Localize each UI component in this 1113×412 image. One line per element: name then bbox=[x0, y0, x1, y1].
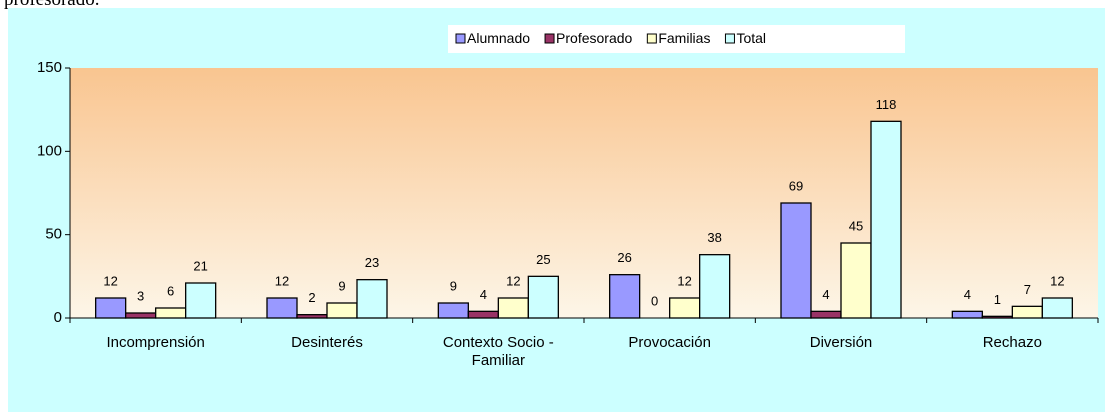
value-label: 0 bbox=[651, 293, 658, 308]
bar bbox=[810, 310, 842, 319]
value-label: 7 bbox=[1024, 282, 1031, 297]
x-tick-label: Desinterés bbox=[291, 334, 363, 351]
bar bbox=[1041, 297, 1073, 319]
value-label: 69 bbox=[789, 178, 803, 193]
value-label: 2 bbox=[308, 290, 315, 305]
y-tick-label: 150 bbox=[37, 59, 62, 76]
value-label: 26 bbox=[617, 250, 631, 265]
x-tick-label: Contexto Socio - Familiar bbox=[442, 334, 554, 369]
bar bbox=[185, 282, 217, 319]
bar bbox=[467, 310, 499, 319]
y-tick-label: 100 bbox=[37, 142, 62, 159]
bar bbox=[497, 297, 529, 319]
value-label: 9 bbox=[450, 278, 457, 293]
bar bbox=[326, 302, 358, 319]
value-label: 23 bbox=[365, 255, 379, 270]
bar bbox=[669, 297, 701, 319]
y-tick-label: 0 bbox=[54, 309, 62, 326]
value-label: 38 bbox=[707, 230, 721, 245]
legend-label: Alumnado bbox=[467, 30, 530, 46]
x-tick-label: Incomprensión bbox=[106, 334, 205, 351]
bar bbox=[437, 302, 469, 319]
legend-swatch bbox=[724, 33, 735, 44]
value-label: 4 bbox=[822, 287, 829, 302]
legend-swatch bbox=[455, 33, 466, 44]
bar bbox=[266, 297, 298, 319]
value-label: 45 bbox=[849, 218, 863, 233]
bar bbox=[840, 242, 872, 319]
bar bbox=[356, 279, 388, 319]
legend-swatch bbox=[544, 33, 555, 44]
bar bbox=[609, 274, 641, 319]
value-label: 3 bbox=[137, 288, 144, 303]
value-label: 6 bbox=[167, 283, 174, 298]
value-label: 12 bbox=[677, 273, 691, 288]
document-text: profesorado. bbox=[4, 0, 100, 11]
x-tick-label: Provocación bbox=[628, 334, 711, 351]
value-label: 21 bbox=[193, 258, 207, 273]
bar bbox=[1011, 305, 1043, 319]
value-label: 12 bbox=[103, 273, 117, 288]
value-label: 12 bbox=[275, 273, 289, 288]
bar bbox=[699, 254, 731, 319]
x-tick-label: Diversión bbox=[809, 334, 873, 351]
bar bbox=[780, 202, 812, 319]
value-label: 1 bbox=[994, 292, 1001, 307]
value-label: 12 bbox=[1050, 273, 1064, 288]
bar bbox=[155, 307, 187, 319]
x-tick-label: Rechazo bbox=[982, 334, 1042, 351]
legend-label: Profesorado bbox=[556, 30, 632, 46]
bar bbox=[981, 315, 1013, 319]
value-label: 25 bbox=[536, 252, 550, 267]
bar bbox=[870, 120, 902, 319]
legend-label: Familias bbox=[658, 30, 710, 46]
plot-area bbox=[70, 68, 1098, 318]
bar bbox=[951, 310, 983, 319]
bar bbox=[296, 314, 328, 319]
bar bbox=[527, 275, 559, 319]
value-label: 4 bbox=[480, 287, 487, 302]
bar bbox=[125, 312, 157, 319]
value-label: 118 bbox=[876, 97, 897, 112]
legend-box bbox=[448, 25, 905, 53]
value-label: 9 bbox=[338, 278, 345, 293]
legend-label: Total bbox=[736, 30, 766, 46]
legend-swatch bbox=[646, 33, 657, 44]
value-label: 4 bbox=[964, 287, 971, 302]
legend: Alumnado Profesorado Familias Total bbox=[448, 25, 905, 53]
value-label: 12 bbox=[506, 273, 520, 288]
y-tick-label: 50 bbox=[45, 226, 62, 243]
bar bbox=[95, 297, 127, 319]
